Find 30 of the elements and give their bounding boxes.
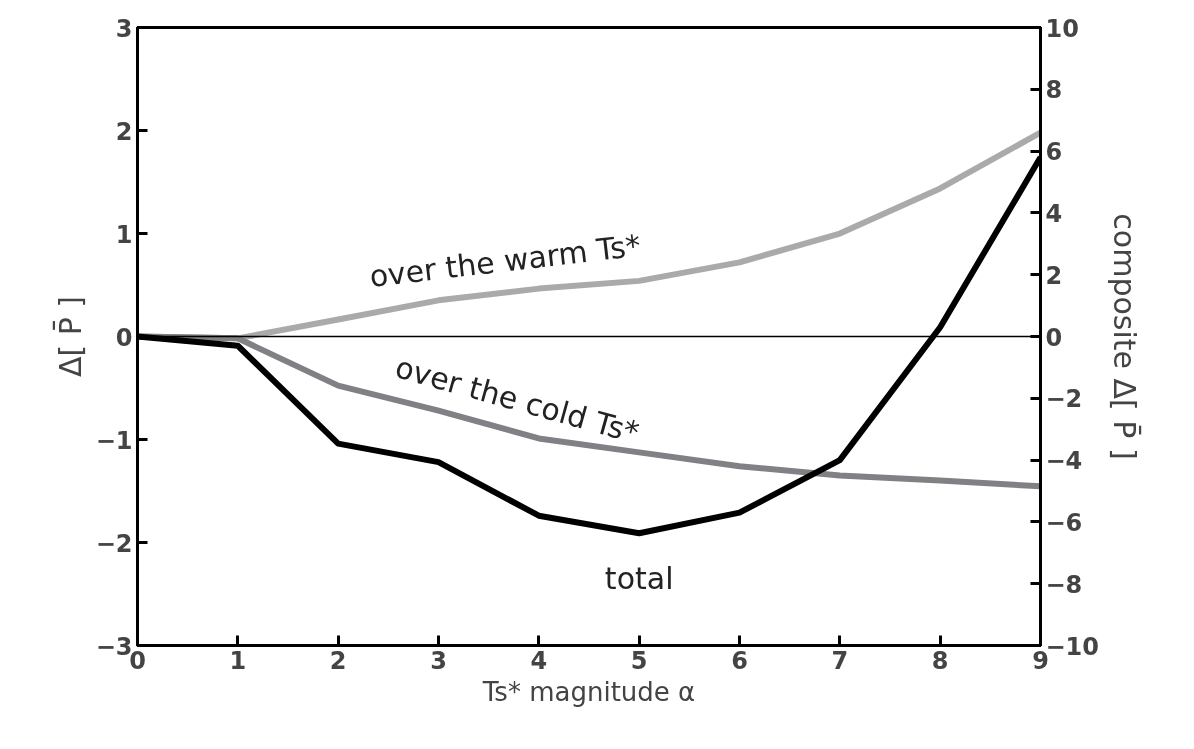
series-label: total xyxy=(604,561,674,597)
y2-tick-label: 4 xyxy=(1045,199,1063,228)
y-tick-label: −1 xyxy=(95,426,133,455)
y2-tick-label: −8 xyxy=(1045,570,1083,599)
y2-tick-label: 10 xyxy=(1045,14,1079,43)
y2-tick-label: 6 xyxy=(1045,138,1063,167)
y2-tick-label: −4 xyxy=(1045,447,1083,476)
x-tick-label: 8 xyxy=(931,646,949,675)
x-tick-label: 7 xyxy=(831,646,849,675)
x-tick-label: 5 xyxy=(630,646,648,675)
x-tick-label: 2 xyxy=(329,646,347,675)
y-tick-label: 3 xyxy=(115,14,133,43)
text: over the cold Ts* xyxy=(391,349,643,451)
x-tick-label: 4 xyxy=(530,646,548,675)
y-axis-title: Δ[ P̄ ] xyxy=(52,295,88,378)
y-tick-label: 0 xyxy=(115,323,133,352)
y2-tick-label: 0 xyxy=(1045,323,1063,352)
y2-tick-label: −6 xyxy=(1045,508,1083,537)
x-tick-label: 3 xyxy=(430,646,447,675)
y2-axis-title: composite Δ[ P̄ ] xyxy=(1107,213,1143,460)
y-tick-label: −2 xyxy=(95,529,133,558)
x-tick-label: 6 xyxy=(731,646,748,675)
y2-tick-label: 8 xyxy=(1045,76,1063,105)
y-tick-label: 2 xyxy=(115,117,133,146)
x-axis-title: Ts* magnitude α xyxy=(481,676,696,707)
y-tick-label: 1 xyxy=(115,220,133,249)
y2-tick-label: −2 xyxy=(1045,385,1083,414)
x-tick-label: 1 xyxy=(229,646,247,675)
y2-tick-label: 2 xyxy=(1045,261,1063,290)
text: over the warm Ts* xyxy=(367,227,643,295)
